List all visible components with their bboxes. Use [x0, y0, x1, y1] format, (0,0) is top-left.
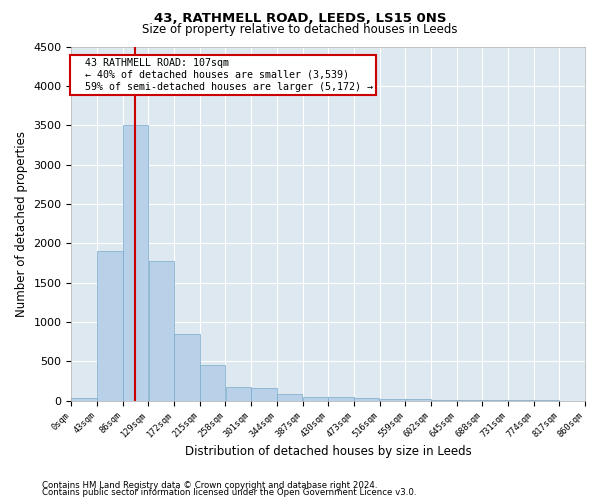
Bar: [71, 398, 97, 400]
Bar: [302, 396, 328, 400]
Bar: [123, 125, 148, 400]
Bar: [174, 334, 200, 400]
Bar: [251, 388, 277, 400]
X-axis label: Distribution of detached houses by size in Leeds: Distribution of detached houses by size …: [185, 444, 472, 458]
Y-axis label: Number of detached properties: Number of detached properties: [15, 130, 28, 316]
Bar: [277, 394, 302, 400]
Text: Contains HM Land Registry data © Crown copyright and database right 2024.: Contains HM Land Registry data © Crown c…: [42, 480, 377, 490]
Text: Size of property relative to detached houses in Leeds: Size of property relative to detached ho…: [142, 22, 458, 36]
Text: 43 RATHMELL ROAD: 107sqm
  ← 40% of detached houses are smaller (3,539)
  59% of: 43 RATHMELL ROAD: 107sqm ← 40% of detach…: [73, 58, 373, 92]
Bar: [200, 365, 226, 400]
Bar: [226, 387, 251, 400]
Bar: [354, 398, 379, 400]
Bar: [149, 260, 174, 400]
Text: 43, RATHMELL ROAD, LEEDS, LS15 0NS: 43, RATHMELL ROAD, LEEDS, LS15 0NS: [154, 12, 446, 26]
Bar: [328, 398, 354, 400]
Bar: [380, 399, 405, 400]
Bar: [97, 251, 122, 400]
Text: Contains public sector information licensed under the Open Government Licence v3: Contains public sector information licen…: [42, 488, 416, 497]
